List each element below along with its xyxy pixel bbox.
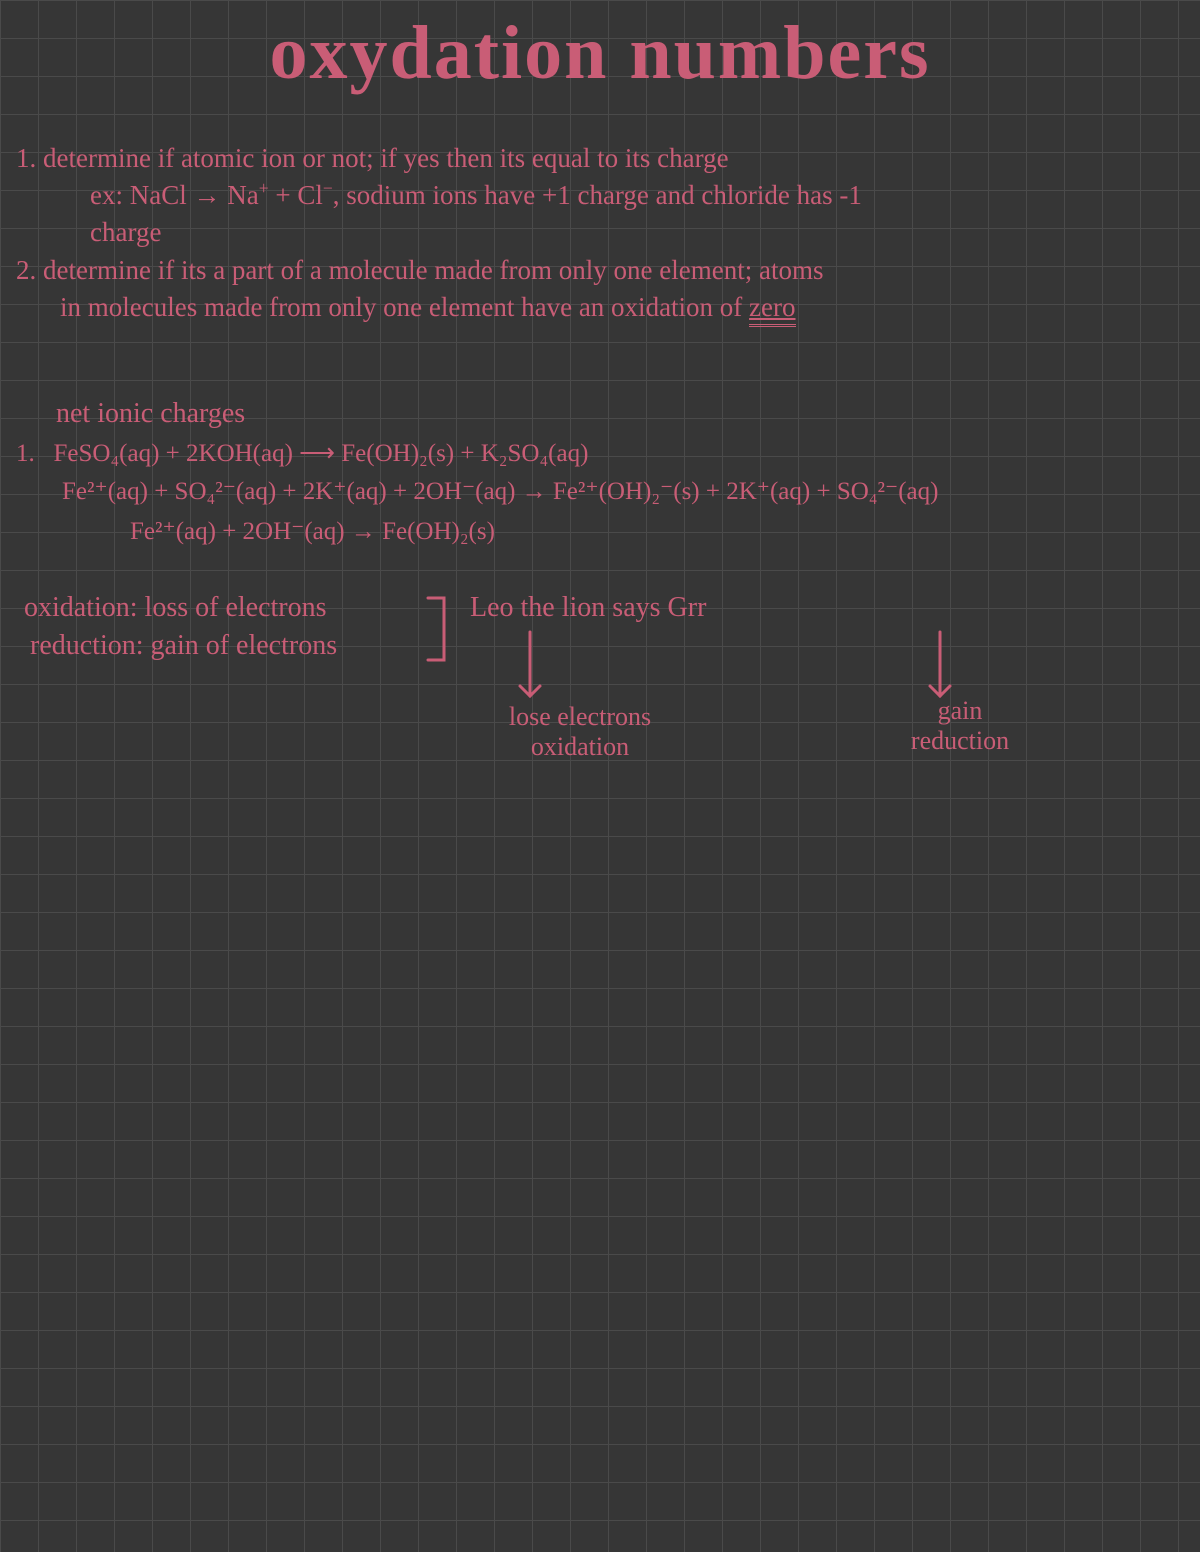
- rule-2-cont-text: in molecules made from only one element …: [60, 292, 749, 322]
- oxidation-definition: oxidation: loss of electrons: [24, 592, 327, 624]
- mnemonic-leo-expansion: lose electrons oxidation: [480, 702, 680, 762]
- rule-1-example-line2: charge: [90, 214, 161, 250]
- rule-1-example-prefix: ex: NaCl → Na: [90, 180, 259, 210]
- rule-1: 1. determine if atomic ion or not; if ye…: [16, 140, 1186, 176]
- rule-2-zero: zero: [749, 292, 795, 327]
- arrow-down-icon: [520, 632, 540, 696]
- equation-1-text: FeSO₄(aq) + 2KOH(aq) ⟶ Fe(OH)₂(s) + K₂SO…: [54, 440, 589, 467]
- leo-line1: lose electrons: [509, 702, 651, 731]
- rule-2: 2. determine if its a part of a molecule…: [16, 252, 1196, 288]
- bracket-icon: [428, 598, 444, 660]
- grr-line2: reduction: [911, 726, 1009, 755]
- mnemonic-grr-expansion: gain reduction: [870, 696, 1050, 756]
- cl-minus-sup: −: [323, 178, 333, 198]
- equation-3: Fe²⁺(aq) + 2OH⁻(aq) → Fe(OH)₂(s): [130, 516, 495, 546]
- na-plus-sup: +: [259, 178, 269, 198]
- equation-1: 1. FeSO₄(aq) + 2KOH(aq) ⟶ Fe(OH)₂(s) + K…: [16, 438, 588, 468]
- rule-1-example-tail: , sodium ions have +1 charge and chlorid…: [333, 180, 862, 210]
- equation-2: Fe²⁺(aq) + SO₄²⁻(aq) + 2K⁺(aq) + 2OH⁻(aq…: [62, 476, 938, 506]
- grr-line1: gain: [938, 696, 983, 725]
- equation-1-number: 1.: [16, 440, 35, 467]
- rule-1-example-mid: + Cl: [269, 180, 323, 210]
- net-ionic-heading: net ionic charges: [56, 398, 245, 430]
- page-title: oxydation numbers: [0, 10, 1200, 97]
- rule-1-example: ex: NaCl → Na+ + Cl−, sodium ions have +…: [90, 177, 1190, 213]
- annotation-overlay: [0, 0, 1200, 1552]
- reduction-definition: reduction: gain of electrons: [30, 630, 337, 662]
- mnemonic-phrase: Leo the lion says Grr: [470, 592, 706, 624]
- rule-2-cont: in molecules made from only one element …: [60, 289, 1180, 325]
- arrow-down-icon: [930, 632, 950, 696]
- leo-line2: oxidation: [531, 732, 629, 761]
